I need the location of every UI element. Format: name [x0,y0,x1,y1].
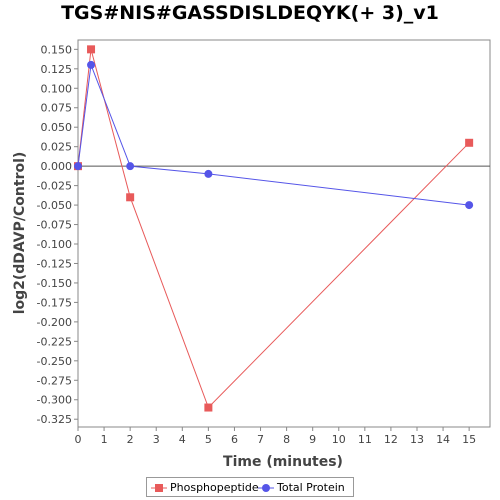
series-layer [74,45,474,412]
x-tick-label: 14 [436,433,450,446]
y-tick-label: -0.225 [37,335,72,348]
legend-marker-phosphopeptide [155,484,163,492]
y-tick-label: 0.125 [41,63,73,76]
y-tick-label: -0.275 [37,374,72,387]
x-axis-label: Time (minutes) [223,454,343,470]
data-point-phosphopeptide [126,193,135,202]
x-tick-label: 6 [231,433,238,446]
legend: Phosphopeptide Total Protein [146,477,354,497]
chart-title: TGS#NIS#GASSDISLDEQYK(+ 3)_v1 [61,2,439,24]
x-tick-label: 5 [205,433,212,446]
x-tick-label: 8 [283,433,290,446]
line-chart: 0.150 0.125 0.100 0.075 0.050 0.025 0.000 -0.02… [12,39,491,470]
plot-area [77,39,491,428]
y-tick-label: -0.050 [37,199,72,212]
legend-marker-total-protein [262,484,270,492]
y-tick-label: -0.125 [37,257,72,270]
data-point-total-protein [465,201,474,210]
x-tick-label: 15 [462,433,476,446]
x-tick-label: 13 [410,433,424,446]
y-tick-label: -0.100 [37,238,72,251]
y-tick-label: -0.325 [37,413,72,426]
legend-label-total-protein: Total Protein [277,481,345,494]
x-tick-label: 3 [153,433,160,446]
data-point-total-protein [204,169,213,178]
x-tick-label: 1 [101,433,108,446]
data-point-phosphopeptide [465,138,474,147]
legend-swatches [151,484,274,492]
y-tick-label: 0.100 [41,82,73,95]
y-tick-label: -0.175 [37,296,72,309]
y-tick-label: 0.050 [41,121,73,134]
y-tick-label: -0.025 [37,180,72,193]
data-point-phosphopeptide [87,45,96,54]
y-tick-label: -0.150 [37,277,72,290]
y-tick-label: 0.025 [41,141,73,154]
y-tick-label: -0.250 [37,355,72,368]
y-axis-label: log2(dDAVP/Control) [12,152,28,315]
y-tick-label: -0.300 [37,394,72,407]
data-point-total-protein [126,162,135,171]
x-axis: 0 1 2 3 4 5 6 7 8 9 10 11 12 13 14 15 [75,427,476,446]
legend-label-phosphopeptide: Phosphopeptide [170,481,259,494]
y-tick-label: 0.075 [41,102,73,115]
data-point-phosphopeptide [204,403,213,412]
y-tick-label: 0.000 [41,160,73,173]
data-point-total-protein [74,162,82,171]
y-tick-label: 0.150 [41,43,73,56]
x-tick-label: 10 [332,433,346,446]
x-tick-label: 4 [179,433,186,446]
x-tick-label: 11 [358,433,372,446]
x-tick-label: 7 [257,433,264,446]
x-tick-label: 12 [384,433,398,446]
x-tick-label: 2 [127,433,134,446]
y-tick-label: -0.075 [37,219,72,232]
y-axis: 0.150 0.125 0.100 0.075 0.050 0.025 0.000 -0.02… [37,43,78,426]
data-point-total-protein [87,60,96,69]
x-tick-label: 0 [75,433,82,446]
y-tick-label: -0.200 [37,316,72,329]
x-tick-label: 9 [309,433,316,446]
